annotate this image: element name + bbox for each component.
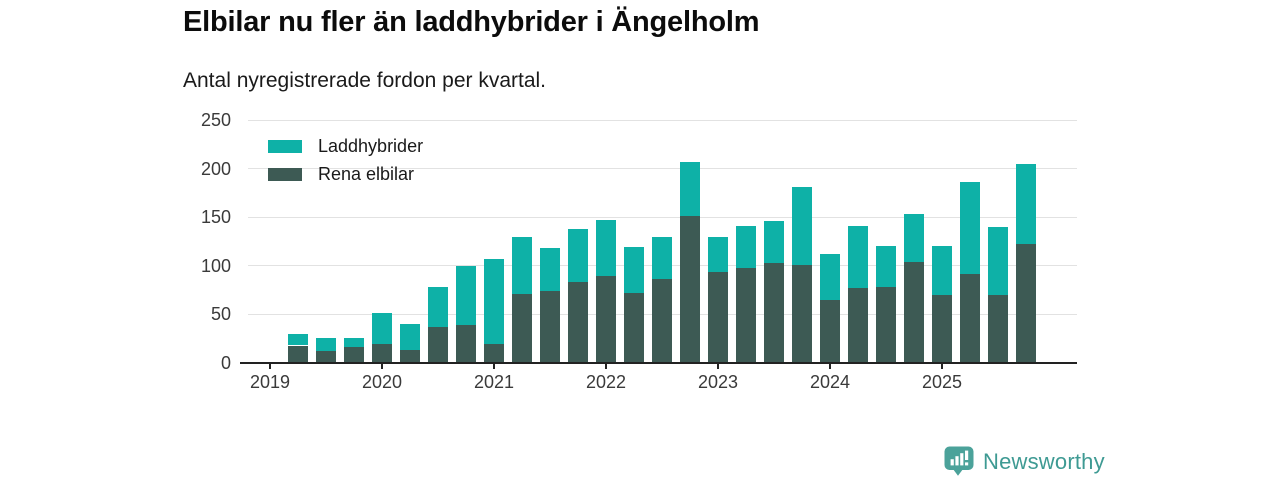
bar-2024-Q1-Rena-elbilar: [820, 299, 840, 363]
bar-2020-Q2-Rena-elbilar: [400, 350, 420, 363]
x-tick-label: 2021: [473, 372, 515, 392]
bar-2020-Q1-Laddhybrider: [372, 313, 392, 344]
bar-2024-Q4-Laddhybrider: [904, 214, 924, 262]
bar-2022-Q1-Laddhybrider: [596, 220, 616, 277]
bar-2025-Q2-Rena-elbilar: [960, 273, 980, 363]
bar-2025-Q2-Laddhybrider: [960, 182, 980, 274]
bar-2023-Q1-Rena-elbilar: [708, 271, 728, 363]
bar-2025-Q3-Laddhybrider: [988, 226, 1008, 295]
bar-2024-Q4-Rena-elbilar: [904, 261, 924, 363]
plot-area: [240, 119, 1077, 369]
bar-2021-Q1-Laddhybrider: [484, 258, 504, 344]
x-tick-label: 2020: [361, 372, 403, 392]
gridline-y-150: [248, 216, 1077, 218]
x-tick-2024: [829, 363, 831, 369]
x-axis-line: [240, 362, 1077, 364]
bar-2021-Q2-Laddhybrider: [512, 236, 532, 294]
x-tick-2019: [269, 363, 271, 369]
bar-2023-Q3-Laddhybrider: [764, 221, 784, 263]
bar-2021-Q3-Rena-elbilar: [540, 291, 560, 363]
x-tick-2025: [941, 363, 943, 369]
x-tick-label: 2019: [249, 372, 291, 392]
y-tick-label: 150: [200, 207, 231, 228]
bar-2020-Q4-Rena-elbilar: [456, 325, 476, 363]
bar-2024-Q3-Laddhybrider: [876, 246, 896, 288]
bar-2022-Q2-Rena-elbilar: [624, 293, 644, 363]
bar-2025-Q3-Rena-elbilar: [988, 294, 1008, 363]
bar-2022-Q2-Laddhybrider: [624, 247, 644, 293]
bar-2019-Q3-Laddhybrider: [316, 337, 336, 352]
bar-2022-Q1-Rena-elbilar: [596, 276, 616, 363]
bar-2019-Q3-Rena-elbilar: [316, 351, 336, 363]
newsworthy-logo: Newsworthy: [943, 445, 1105, 478]
bar-2024-Q2-Rena-elbilar: [848, 288, 868, 363]
bar-2022-Q4-Rena-elbilar: [680, 216, 700, 363]
bar-2020-Q2-Laddhybrider: [400, 324, 420, 351]
legend: Laddhybrider Rena elbilar: [268, 132, 423, 188]
y-tick-label: 50: [210, 304, 231, 325]
bar-2024-Q1-Laddhybrider: [820, 254, 840, 300]
legend-item-rena-elbilar: Rena elbilar: [268, 160, 423, 188]
bar-2021-Q4-Laddhybrider: [568, 228, 588, 283]
chart-subtitle: Antal nyregistrerade fordon per kvartal.: [183, 69, 547, 92]
legend-label: Rena elbilar: [318, 163, 415, 184]
newsworthy-logo-icon: [944, 446, 974, 476]
bar-2025-Q4-Rena-elbilar: [1016, 244, 1036, 363]
bar-2019-Q4-Laddhybrider: [344, 337, 364, 348]
chart-title: Elbilar nu fler än laddhybrider i Ängelh…: [183, 6, 760, 38]
x-tick-2023: [717, 363, 719, 369]
bar-2022-Q3-Laddhybrider: [652, 236, 672, 280]
newsworthy-logo-text: Newsworthy: [983, 448, 1105, 474]
y-tick-label: 200: [200, 158, 231, 179]
gridline-y-200: [248, 168, 1077, 170]
legend-item-laddhybrider: Laddhybrider: [268, 132, 423, 160]
x-tick-2020: [381, 363, 383, 369]
x-tick-2022: [605, 363, 607, 369]
x-tick-label: 2023: [697, 372, 739, 392]
bar-2021-Q2-Rena-elbilar: [512, 293, 532, 363]
x-tick-label: 2024: [809, 372, 851, 392]
bar-2022-Q4-Laddhybrider: [680, 161, 700, 217]
bar-2019-Q4-Rena-elbilar: [344, 347, 364, 363]
bar-2023-Q4-Rena-elbilar: [792, 264, 812, 363]
x-tick-2021: [493, 363, 495, 369]
bar-2020-Q3-Laddhybrider: [428, 287, 448, 328]
bar-2023-Q1-Laddhybrider: [708, 236, 728, 272]
bar-2023-Q2-Laddhybrider: [736, 225, 756, 268]
y-tick-label: 0: [220, 353, 231, 373]
gridline-y-250: [248, 119, 1077, 121]
bar-2025-Q4-Laddhybrider: [1016, 163, 1036, 245]
bar-2019-Q2-Laddhybrider: [288, 333, 308, 346]
bar-2020-Q3-Rena-elbilar: [428, 327, 448, 363]
bar-2020-Q4-Laddhybrider: [456, 265, 476, 326]
bar-2023-Q4-Laddhybrider: [792, 187, 812, 265]
y-tick-label: 100: [200, 255, 231, 276]
legend-swatch: [268, 167, 302, 181]
bar-2025-Q1-Rena-elbilar: [932, 294, 952, 363]
bar-2022-Q3-Rena-elbilar: [652, 279, 672, 363]
bar-2020-Q1-Rena-elbilar: [372, 343, 392, 363]
x-tick-label: 2022: [585, 372, 627, 392]
y-tick-label: 250: [200, 110, 231, 130]
bar-2021-Q1-Rena-elbilar: [484, 343, 504, 363]
bar-2023-Q3-Rena-elbilar: [764, 262, 784, 363]
bar-2024-Q2-Laddhybrider: [848, 225, 868, 289]
legend-label: Laddhybrider: [318, 135, 424, 156]
legend-swatch: [268, 139, 302, 153]
bar-2021-Q4-Rena-elbilar: [568, 282, 588, 363]
bar-2025-Q1-Laddhybrider: [932, 246, 952, 295]
bar-2019-Q2-Rena-elbilar: [288, 345, 308, 363]
bar-2021-Q3-Laddhybrider: [540, 248, 560, 292]
bar-2024-Q3-Rena-elbilar: [876, 287, 896, 363]
x-tick-label: 2025: [921, 372, 963, 392]
bar-2023-Q2-Rena-elbilar: [736, 267, 756, 363]
